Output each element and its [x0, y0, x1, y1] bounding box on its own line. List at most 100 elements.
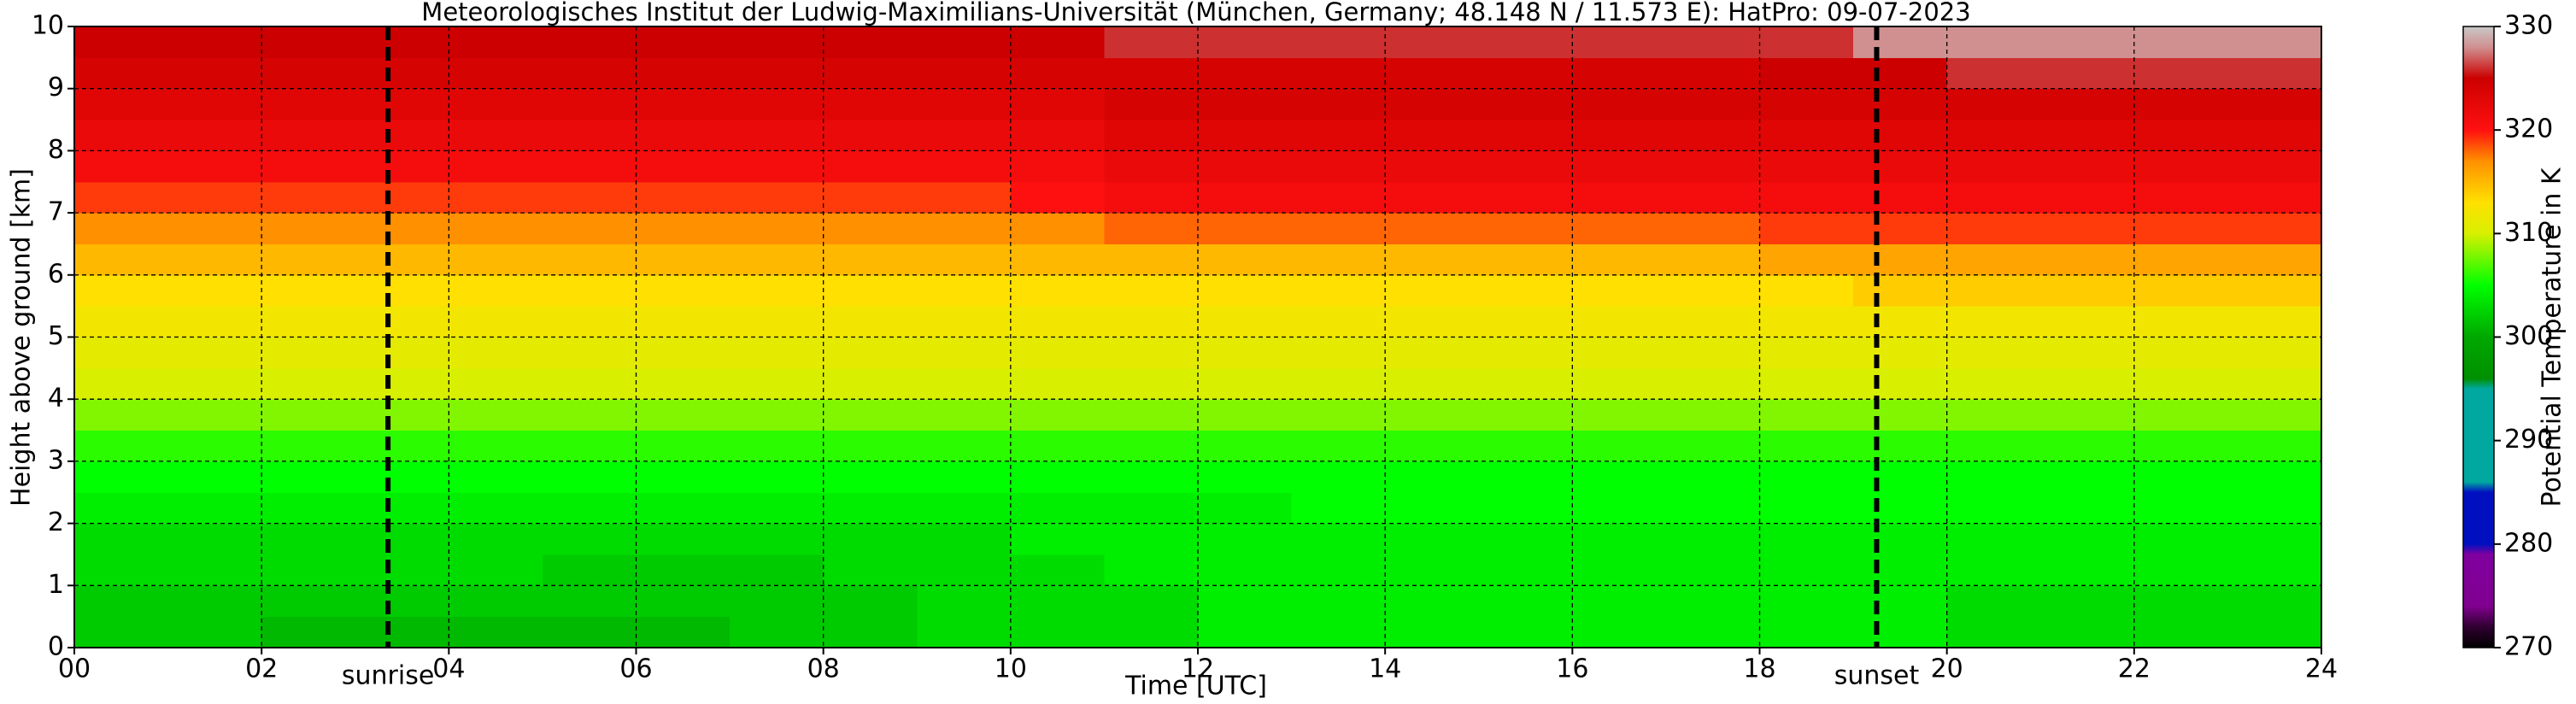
- x-tick-label: 04: [432, 654, 465, 684]
- heatmap-cell: [636, 585, 731, 618]
- heatmap-cell: [1572, 274, 1667, 307]
- heatmap-cell: [542, 492, 637, 525]
- heatmap-cell: [1291, 523, 1386, 555]
- heatmap-cell: [2040, 492, 2135, 525]
- heatmap-cell: [1104, 492, 1199, 525]
- heatmap-cell: [542, 274, 637, 307]
- heatmap-cell: [1665, 88, 1760, 120]
- heatmap-cell: [1010, 88, 1105, 120]
- heatmap-cell: [167, 150, 262, 183]
- heatmap-cell: [917, 523, 1012, 555]
- heatmap-cell: [2040, 585, 2135, 618]
- heatmap-cell: [636, 120, 731, 151]
- heatmap-cell: [449, 554, 543, 586]
- heatmap-cell: [1572, 88, 1667, 120]
- heatmap-cell: [74, 213, 169, 244]
- heatmap-cell: [449, 492, 543, 525]
- heatmap-cell: [449, 306, 543, 337]
- heatmap-cell: [730, 492, 824, 525]
- x-tick-label: 18: [1743, 654, 1775, 684]
- heatmap-cell: [2133, 181, 2228, 214]
- heatmap-cell: [1385, 57, 1480, 90]
- heatmap-cell: [1665, 461, 1760, 493]
- heatmap-cell: [1759, 150, 1854, 183]
- heatmap-cell: [1010, 367, 1105, 400]
- heatmap-cell: [1291, 243, 1386, 276]
- heatmap-cell: [2133, 213, 2228, 244]
- heatmap-cell: [1010, 306, 1105, 337]
- heatmap-cell: [2227, 306, 2322, 337]
- heatmap-cell: [1198, 367, 1293, 400]
- heatmap-cell: [1665, 243, 1760, 276]
- heatmap-cell: [823, 181, 918, 214]
- heatmap-cell: [1946, 367, 2041, 400]
- heatmap-cell: [449, 88, 543, 120]
- heatmap-cell: [1478, 430, 1573, 462]
- heatmap-cell: [355, 243, 449, 276]
- heatmap-cell: [1291, 367, 1386, 400]
- heatmap-cell: [1198, 306, 1293, 337]
- heatmap-cell: [261, 616, 356, 648]
- heatmap-cell: [2040, 461, 2135, 493]
- heatmap-cell: [636, 181, 731, 214]
- heatmap-cell: [1104, 367, 1199, 400]
- x-tick-label: 20: [1931, 654, 1963, 684]
- heatmap-cell: [730, 57, 824, 90]
- heatmap-cell: [2227, 585, 2322, 618]
- heatmap-cell: [1291, 430, 1386, 462]
- heatmap-cell: [1291, 399, 1386, 431]
- heatmap-cell: [1853, 243, 1948, 276]
- heatmap-cell: [2040, 554, 2135, 586]
- heatmap-cell: [2133, 306, 2228, 337]
- heatmap-cell: [355, 274, 449, 307]
- heatmap-cell: [2133, 150, 2228, 183]
- heatmap-cell: [1198, 554, 1293, 586]
- heatmap-cell: [1853, 306, 1948, 337]
- heatmap-cell: [449, 150, 543, 183]
- heatmap-cell: [2040, 213, 2135, 244]
- chart-title: Meteorologisches Institut der Ludwig-Max…: [421, 0, 1970, 26]
- heatmap-cell: [823, 616, 918, 648]
- colorbar-tick-label: 310: [2504, 218, 2553, 248]
- heatmap-cell: [1946, 243, 2041, 276]
- heatmap-cell: [1385, 492, 1480, 525]
- heatmap-cell: [2227, 274, 2322, 307]
- heatmap-cell: [1572, 430, 1667, 462]
- heatmap-cell: [1104, 213, 1199, 244]
- x-tick-label: 16: [1556, 654, 1588, 684]
- heatmap-cell: [355, 461, 449, 493]
- heatmap-cell: [542, 399, 637, 431]
- heatmap-cell: [1104, 274, 1199, 307]
- heatmap-cell: [1946, 430, 2041, 462]
- heatmap-cell: [823, 88, 918, 120]
- x-tick-label: 08: [807, 654, 840, 684]
- heatmap-cell: [1010, 57, 1105, 90]
- heatmap-cell: [2040, 523, 2135, 555]
- heatmap-cell: [1665, 26, 1760, 58]
- heatmap-cell: [449, 461, 543, 493]
- heatmap-cell: [823, 367, 918, 400]
- heatmap-cell: [1291, 181, 1386, 214]
- heatmap-cell: [730, 430, 824, 462]
- heatmap-cell: [730, 181, 824, 214]
- heatmap-cell: [636, 243, 731, 276]
- heatmap-cell: [542, 181, 637, 214]
- heatmap-cell: [1478, 26, 1573, 58]
- heatmap-cell: [2227, 88, 2322, 120]
- heatmap-cell: [355, 585, 449, 618]
- heatmap-cell: [449, 430, 543, 462]
- heatmap-cell: [823, 150, 918, 183]
- heatmap-cell: [1104, 585, 1199, 618]
- heatmap-cell: [823, 120, 918, 151]
- heatmap-cell: [2133, 461, 2228, 493]
- heatmap-cell: [1198, 26, 1293, 58]
- heatmap-cell: [74, 461, 169, 493]
- heatmap-cell: [167, 88, 262, 120]
- heatmap-cell: [917, 430, 1012, 462]
- heatmap-cell: [1478, 523, 1573, 555]
- heatmap-cell: [1385, 461, 1480, 493]
- heatmap-cell: [1665, 492, 1760, 525]
- heatmap-cell: [1478, 616, 1573, 648]
- heatmap-cell: [636, 523, 731, 555]
- heatmap-cell: [823, 274, 918, 307]
